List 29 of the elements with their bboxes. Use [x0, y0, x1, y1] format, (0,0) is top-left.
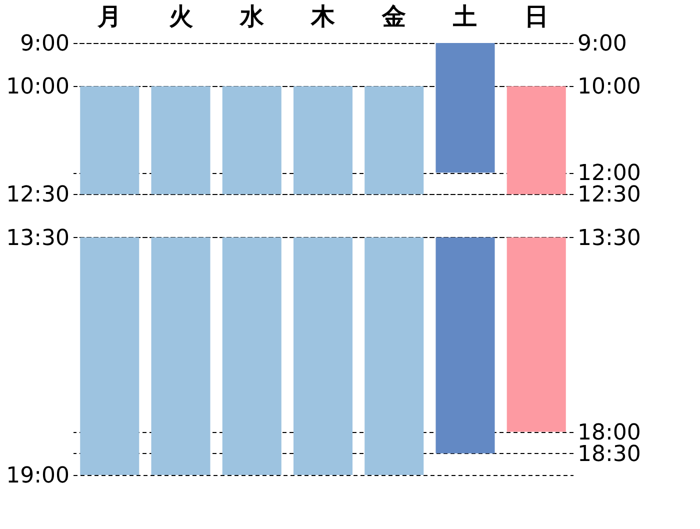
x-tick-label: 土: [452, 2, 478, 30]
bar: [436, 43, 495, 173]
bar: [293, 86, 353, 194]
x-tick-label: 木: [310, 2, 336, 30]
y-tick-label: 12:30: [6, 182, 70, 208]
bar: [80, 86, 140, 194]
x-tick-label: 月: [96, 2, 122, 30]
y-tick-label: 9:00: [20, 32, 70, 56]
bar: [151, 86, 210, 194]
y-tick-label: 13:30: [6, 226, 70, 251]
x-tick-label: 金: [381, 2, 406, 30]
bar: [80, 237, 140, 475]
bar: [364, 86, 424, 194]
bar: [222, 86, 282, 194]
x-tick-label: 日: [524, 2, 548, 30]
x-tick-label: 火: [168, 2, 194, 30]
y-tick-label: 10:00: [6, 74, 70, 100]
bar: [222, 237, 282, 475]
y2-tick-label: 13:30: [578, 226, 641, 251]
bar: [436, 237, 495, 454]
y2-tick-label: 10:00: [578, 74, 641, 100]
bar: [506, 86, 566, 194]
bar: [151, 237, 210, 475]
y-tick-label: 19:00: [6, 464, 70, 488]
bar: [293, 237, 353, 475]
bar: [506, 237, 566, 432]
x-tick-label: 水: [238, 2, 265, 30]
bar: [364, 237, 424, 475]
y2-tick-label: 9:00: [578, 32, 627, 56]
